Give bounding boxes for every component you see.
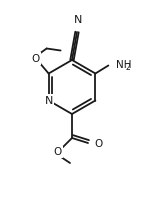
Text: O: O: [32, 54, 40, 63]
Text: N: N: [74, 15, 82, 25]
Text: O: O: [54, 147, 62, 157]
Text: N: N: [44, 96, 53, 105]
Text: NH: NH: [116, 60, 132, 69]
Text: 2: 2: [125, 62, 130, 72]
Text: O: O: [94, 139, 102, 149]
